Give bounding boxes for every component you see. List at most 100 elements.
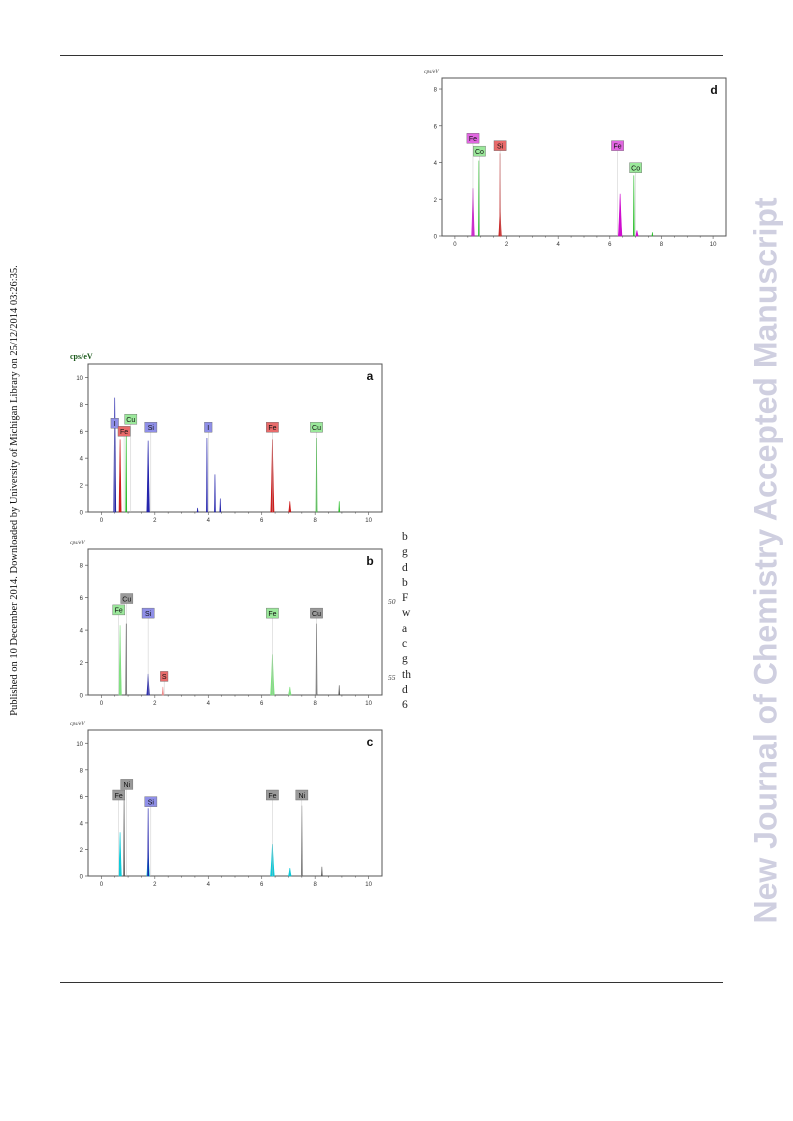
element-label: Si (148, 425, 155, 432)
y-tick-label: 8 (80, 403, 84, 409)
element-label-box (204, 422, 213, 433)
y-tick-label: 10 (76, 376, 83, 382)
publication-note: Published on 10 December 2014. Downloade… (6, 260, 22, 720)
panel-label: d (710, 83, 717, 97)
y-tick-label: 2 (80, 661, 84, 667)
spectrum-peak (118, 439, 122, 513)
text-fragment: g (402, 653, 408, 666)
spectrum-peak (146, 440, 150, 513)
publication-note-text: Published on 10 December 2014. Downloade… (8, 264, 20, 716)
x-tick-label: 4 (207, 701, 211, 707)
x-tick-label: 6 (260, 518, 264, 524)
y-tick-label: 4 (80, 629, 84, 635)
spectrum-peak (618, 193, 623, 237)
y-tick-label: 10 (76, 742, 83, 748)
text-fragment: g (402, 546, 408, 559)
element-label: I (114, 421, 116, 428)
y-tick-label: 6 (80, 596, 84, 602)
y-tick-label: 8 (80, 768, 84, 774)
element-label-box (141, 607, 155, 619)
x-tick-label: 0 (100, 518, 104, 524)
chart-d-svg: cps/eV 0 2 4 6 8 0 2 4 6 8 10 Fe Co Si Fe Co d (424, 69, 727, 248)
spectrum-peak (206, 437, 208, 513)
x-tick-label: 10 (365, 701, 372, 707)
spectrum-peak (633, 175, 635, 237)
element-label: Fe (268, 793, 276, 800)
y-axis-label: cps/eV (70, 721, 85, 727)
y-axis-label: cps/eV (70, 540, 85, 546)
element-label: Ni (299, 793, 306, 800)
element-label-box (266, 422, 279, 433)
x-tick-label: 8 (314, 701, 318, 707)
element-label-box (144, 422, 158, 433)
spectrum-peak (118, 832, 122, 877)
spectrum-peak (118, 625, 122, 696)
spectrum-peak (288, 867, 292, 877)
y-tick-label: 4 (80, 457, 84, 463)
element-label-box (295, 789, 309, 801)
chart-a: cps/eV 0 2 4 6 8 10 0 2 4 6 8 10 I Cu Fe Si I Fe Cu a (68, 350, 386, 530)
spectrum-peak (147, 808, 149, 877)
element-label: Cu (312, 611, 321, 618)
text-fragment: b (402, 531, 408, 543)
element-label-box (124, 413, 138, 425)
element-label: Ni (123, 782, 130, 789)
x-tick-label: 0 (100, 701, 104, 707)
spectrum-peak (125, 428, 128, 513)
x-tick-label: 8 (314, 518, 318, 524)
journal-watermark-text: New Journal of Chemistry Accepted Manusc… (747, 196, 784, 924)
text-fragment: b (402, 576, 408, 589)
x-tick-label: 4 (207, 882, 211, 888)
y-tick-label: 0 (80, 694, 84, 700)
element-label: Fe (115, 608, 123, 615)
y-tick-label: 8 (80, 564, 84, 570)
y-tick-label: 0 (80, 511, 84, 517)
element-label: Si (148, 799, 155, 806)
x-tick-label: 6 (260, 882, 264, 888)
plot-frame (87, 729, 383, 877)
y-tick-label: 0 (434, 235, 438, 241)
element-label-box (110, 418, 119, 429)
element-label-box (611, 140, 624, 151)
element-label-box (493, 140, 507, 151)
line-number: 50 (388, 597, 396, 606)
element-label-box (629, 162, 642, 173)
y-tick-label: 4 (434, 161, 438, 167)
x-tick-label: 0 (453, 242, 457, 248)
y-axis-label: cps/eV (70, 352, 93, 361)
element-label: Cu (312, 425, 321, 432)
element-label-box (473, 145, 486, 157)
text-fragment: th (402, 668, 411, 681)
x-tick-label: 10 (710, 242, 717, 248)
chart-b-svg: cps/eV 0 2 4 6 8 0 2 4 6 8 10 Cu Fe Si S Fe Cu b (70, 540, 383, 707)
element-label-box (266, 607, 279, 619)
y-tick-label: 2 (80, 848, 84, 854)
text-fragment: a (402, 622, 408, 635)
element-label: Fe (613, 143, 621, 150)
x-tick-label: 10 (365, 882, 372, 888)
element-label-box (120, 779, 134, 790)
chart-d: cps/eV 0 2 4 6 8 0 2 4 6 8 10 Fe Co Si Fe Co d (422, 64, 730, 254)
text-fragment: F (402, 592, 409, 605)
text-fragment: d (402, 683, 408, 696)
element-label: Fe (469, 136, 477, 143)
panel-label: b (366, 554, 373, 568)
journal-watermark: New Journal of Chemistry Accepted Manusc… (744, 180, 788, 940)
spectrum-peak (321, 866, 323, 877)
y-tick-label: 2 (434, 198, 438, 204)
y-tick-label: 4 (80, 821, 84, 827)
spectrum-peak (651, 232, 654, 237)
text-fragment: d (402, 561, 408, 574)
x-tick-label: 6 (608, 242, 612, 248)
x-tick-label: 2 (153, 518, 157, 524)
element-label: Fe (268, 611, 276, 618)
element-label: Fe (115, 793, 123, 800)
spectrum-peak (288, 686, 292, 696)
panel-label: c (367, 735, 374, 749)
top-rule (60, 55, 723, 56)
x-tick-label: 2 (153, 701, 157, 707)
text-fragment: 6 (402, 699, 408, 712)
spectrum-peak (214, 474, 216, 513)
y-axis-label: cps/eV (424, 69, 439, 75)
